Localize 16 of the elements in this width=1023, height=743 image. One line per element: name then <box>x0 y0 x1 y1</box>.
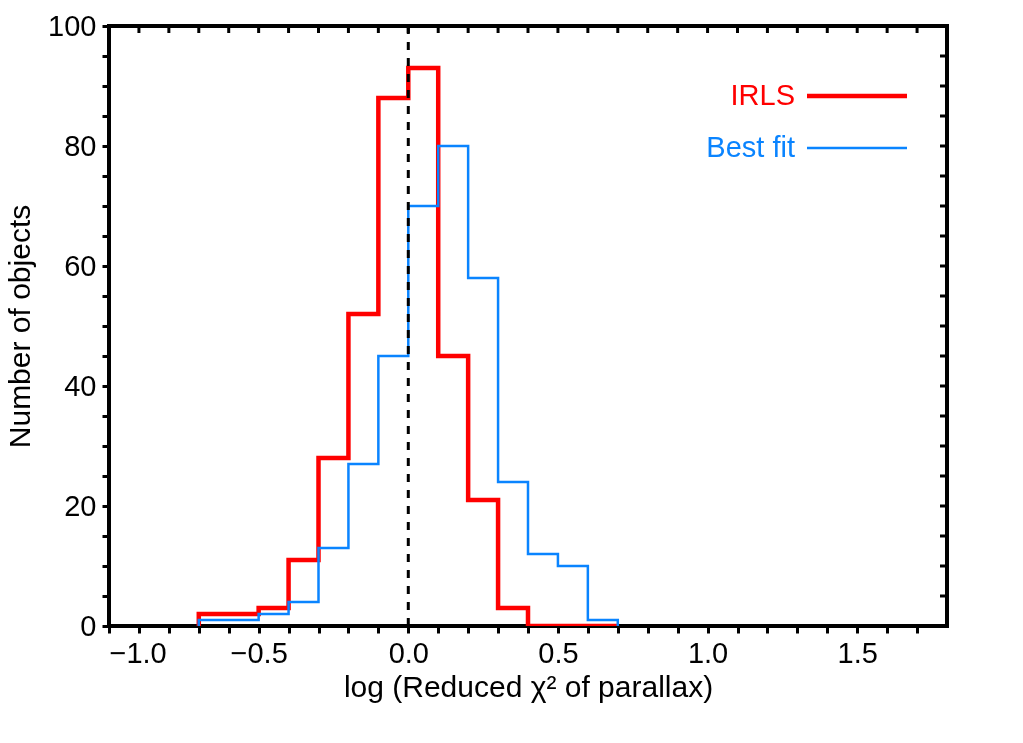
y-tick-label: 80 <box>64 129 97 162</box>
x-tick-label: 0.0 <box>388 636 429 669</box>
x-axis-title: log (Reduced χ² of parallax) <box>343 669 714 703</box>
x-tick-label: 0.5 <box>538 636 579 669</box>
x-tick-label: −0.5 <box>230 636 288 669</box>
x-tick-label: 1.0 <box>687 636 729 669</box>
legend-label: IRLS <box>730 79 795 111</box>
y-tick-label: 40 <box>64 369 97 402</box>
x-tick-label: −1.0 <box>109 636 167 669</box>
y-tick-label: 20 <box>64 489 97 522</box>
y-tick-label: 0 <box>80 609 97 642</box>
x-tick-label: 1.5 <box>837 636 878 669</box>
y-tick-label: 60 <box>64 249 97 282</box>
legend-label: Best fit <box>706 131 795 163</box>
y-tick-label: 100 <box>48 9 97 42</box>
y-axis-title: Number of objects <box>3 204 37 449</box>
